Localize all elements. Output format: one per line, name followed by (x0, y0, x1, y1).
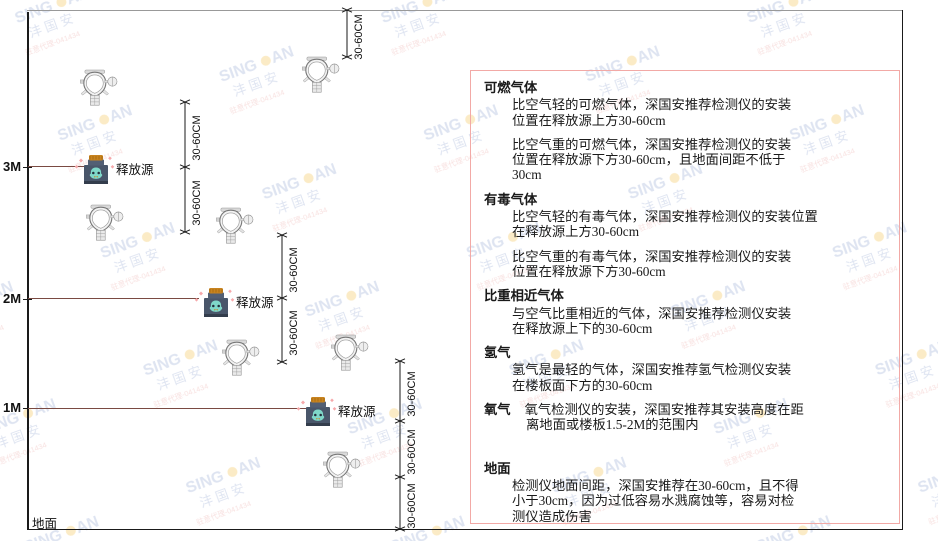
svg-text:30-60CM: 30-60CM (406, 429, 418, 474)
svg-text:30-60CM: 30-60CM (353, 14, 365, 59)
svg-text:30-60CM: 30-60CM (288, 247, 300, 292)
svg-text:30-60CM: 30-60CM (191, 180, 203, 225)
svg-text:30-60CM: 30-60CM (288, 310, 300, 355)
svg-text:30-60CM: 30-60CM (406, 371, 418, 416)
svg-text:30-60CM: 30-60CM (191, 115, 203, 160)
svg-text:30-60CM: 30-60CM (406, 483, 418, 528)
